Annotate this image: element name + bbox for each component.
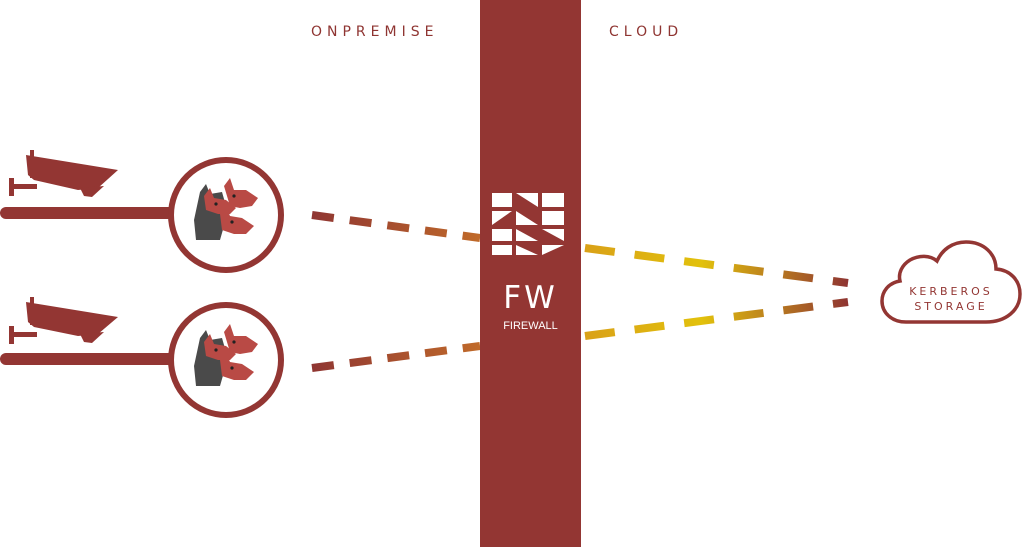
link-firewall-to-storage-1	[584, 244, 849, 287]
link-firewall-to-storage-2	[584, 298, 849, 340]
zone-label-onpremise: ONPREMISE	[311, 24, 439, 40]
kerberos-agent-icon	[194, 324, 258, 386]
security-camera-icon	[9, 150, 118, 197]
storage-label-line1: KERBEROS	[909, 285, 993, 298]
agent-node-1	[0, 150, 284, 273]
cloud-icon	[880, 240, 1022, 324]
firewall-subtitle: FIREWALL	[503, 320, 558, 332]
storage-label-line2: STORAGE	[914, 300, 988, 313]
agent-node-2	[0, 297, 284, 418]
link-agent1-to-firewall	[311, 211, 481, 242]
firewall-logo-icon	[492, 193, 564, 255]
link-agent2-to-firewall	[311, 342, 481, 372]
firewall-bar	[480, 0, 581, 547]
firewall-title: FW	[503, 280, 558, 316]
security-camera-icon	[9, 297, 118, 344]
kerberos-agent-icon	[194, 178, 258, 240]
zone-label-cloud: CLOUD	[609, 24, 684, 40]
